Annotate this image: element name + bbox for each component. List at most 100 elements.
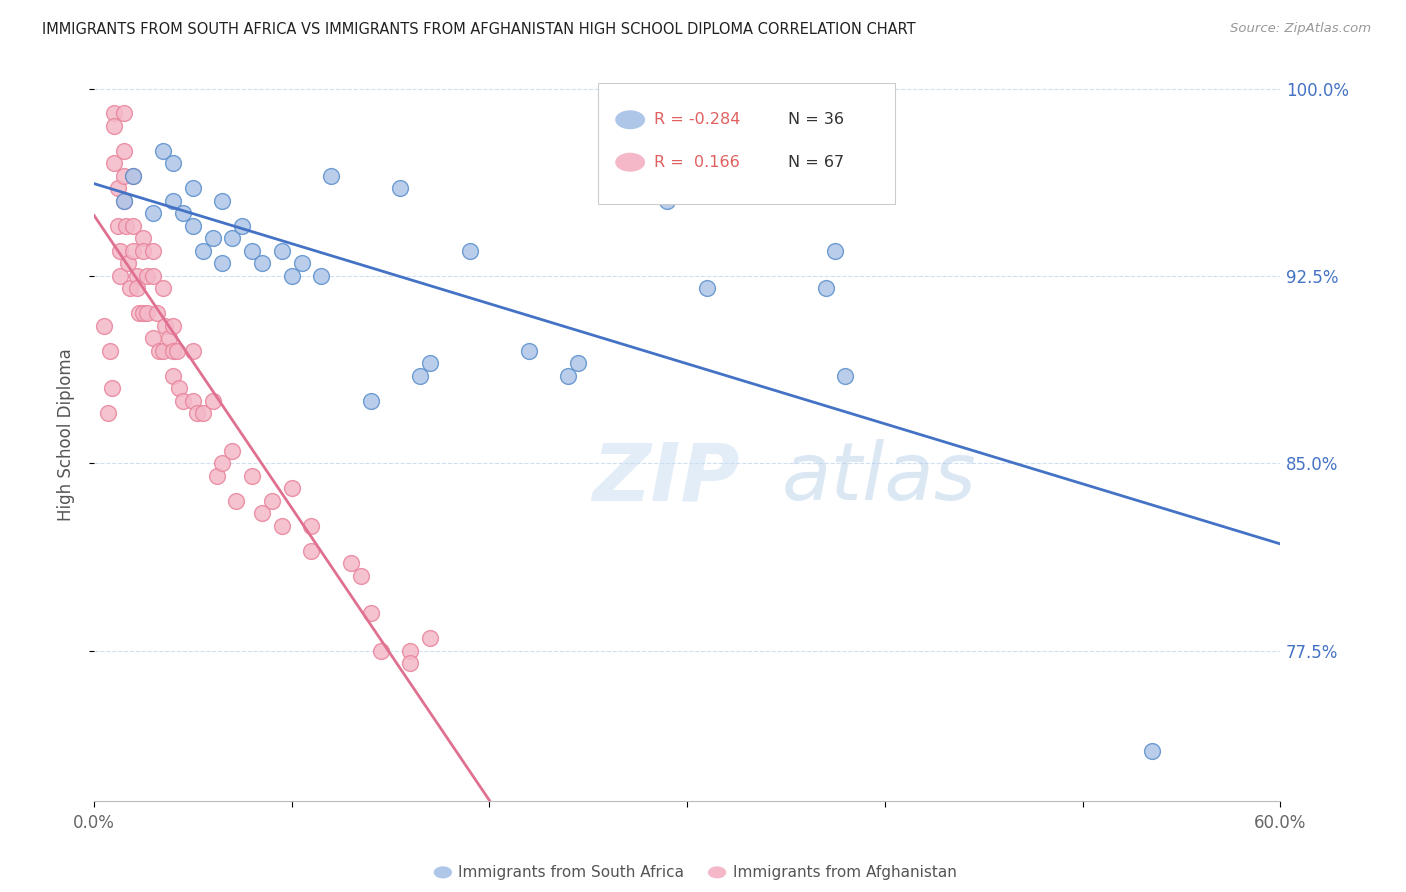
Point [1140,743,1163,757]
Point [148,343,170,358]
Point [142,331,165,345]
Point [299,518,322,533]
Text: ZIP: ZIP [592,440,740,517]
Point [240,244,263,258]
Point [157,331,180,345]
Point [162,156,184,170]
Point [260,493,283,508]
Point [181,219,204,233]
Point [132,306,155,320]
Point [107,181,129,195]
Point [132,231,155,245]
Point [211,256,233,270]
Point [162,318,184,333]
Text: N = 67: N = 67 [787,154,844,169]
Point [167,381,190,395]
Point [136,306,159,320]
Point [107,219,129,233]
Point [225,493,247,508]
Point [231,219,253,233]
Point [824,244,846,258]
Point [162,194,184,208]
Point [122,219,145,233]
Text: R = -0.284: R = -0.284 [654,112,740,128]
Point [142,268,165,283]
FancyBboxPatch shape [598,83,894,204]
Point [517,343,540,358]
Text: Immigrants from Afghanistan: Immigrants from Afghanistan [733,865,956,880]
Point [814,281,837,295]
Point [311,268,333,283]
Point [181,181,204,195]
Point [112,106,135,120]
Point [172,206,194,220]
Point [172,393,194,408]
Point [97,406,120,420]
Text: atlas: atlas [782,440,977,517]
Point [127,281,149,295]
Point [201,393,224,408]
Point [186,406,208,420]
Point [567,356,589,370]
Point [152,343,174,358]
Point [191,406,214,420]
Circle shape [616,111,644,128]
Point [132,244,155,258]
Point [136,268,159,283]
Point [122,169,145,183]
Point [221,231,243,245]
Point [834,368,856,383]
Point [122,169,145,183]
Point [360,606,382,620]
Point [399,643,422,657]
Point [696,281,718,295]
Point [128,306,150,320]
Point [181,393,204,408]
Point [142,244,165,258]
Point [166,343,188,358]
Point [419,356,441,370]
Point [350,568,373,582]
Point [103,156,125,170]
Point [152,281,174,295]
Circle shape [616,153,644,171]
Point [399,656,422,670]
Point [114,219,136,233]
Point [181,343,204,358]
Point [389,181,412,195]
Point [250,506,273,520]
Point [122,244,145,258]
Point [93,318,115,333]
Point [321,169,343,183]
Point [280,481,302,495]
Point [108,268,131,283]
Point [127,268,149,283]
Point [280,268,302,283]
Point [270,518,292,533]
Text: N = 36: N = 36 [787,112,844,128]
Point [370,643,392,657]
Point [117,256,139,270]
Point [112,144,135,158]
Point [290,256,312,270]
Point [103,119,125,133]
Point [146,306,169,320]
Point [191,244,214,258]
Text: Immigrants from South Africa: Immigrants from South Africa [458,865,685,880]
Text: IMMIGRANTS FROM SOUTH AFRICA VS IMMIGRANTS FROM AFGHANISTAN HIGH SCHOOL DIPLOMA : IMMIGRANTS FROM SOUTH AFRICA VS IMMIGRAN… [42,22,915,37]
Point [557,368,579,383]
Point [112,169,135,183]
Point [205,468,228,483]
Text: Source: ZipAtlas.com: Source: ZipAtlas.com [1230,22,1371,36]
Point [270,244,292,258]
Point [100,381,122,395]
Y-axis label: High School Diploma: High School Diploma [58,348,75,521]
Point [221,443,243,458]
Point [240,468,263,483]
Point [112,194,135,208]
Point [153,318,176,333]
Point [458,244,481,258]
Point [409,368,432,383]
Point [162,343,184,358]
Point [340,556,363,570]
